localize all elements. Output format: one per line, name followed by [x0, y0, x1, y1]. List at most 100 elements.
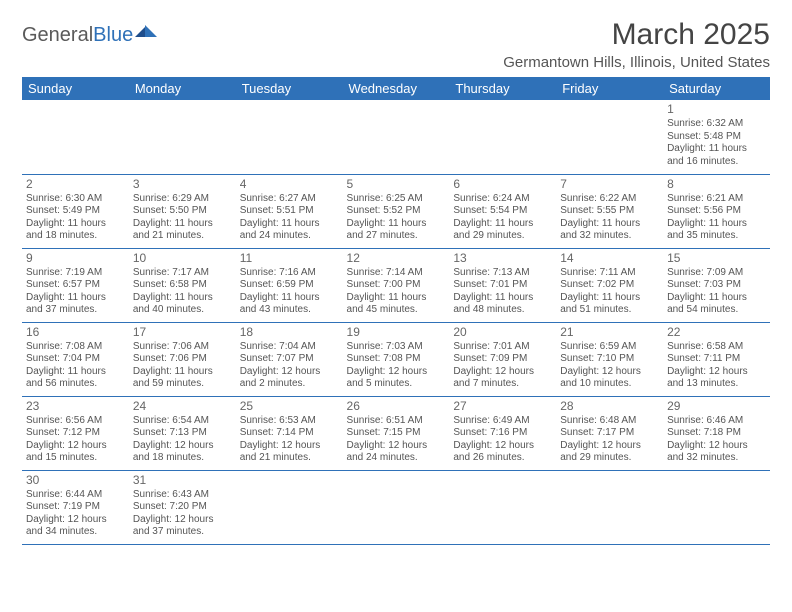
calendar-cell: 13Sunrise: 7:13 AMSunset: 7:01 PMDayligh…: [449, 248, 556, 322]
sunset-line: Sunset: 6:57 PM: [26, 279, 125, 292]
calendar-cell: 31Sunrise: 6:43 AMSunset: 7:20 PMDayligh…: [129, 470, 236, 544]
daylight-line: Daylight: 11 hours: [667, 218, 766, 231]
day-header-row: Sunday Monday Tuesday Wednesday Thursday…: [22, 77, 770, 100]
calendar-week-row: 30Sunrise: 6:44 AMSunset: 7:19 PMDayligh…: [22, 470, 770, 544]
daylight-line: and 24 minutes.: [347, 452, 446, 465]
day-number: 9: [26, 251, 125, 266]
daylight-line: and 13 minutes.: [667, 378, 766, 391]
sunrise-line: Sunrise: 6:27 AM: [240, 193, 339, 206]
daylight-line: and 16 minutes.: [667, 156, 766, 169]
day-number: 19: [347, 325, 446, 340]
calendar-cell: [663, 470, 770, 544]
sunrise-line: Sunrise: 7:19 AM: [26, 267, 125, 280]
sunrise-line: Sunrise: 6:29 AM: [133, 193, 232, 206]
calendar-table: Sunday Monday Tuesday Wednesday Thursday…: [22, 77, 770, 545]
daylight-line: Daylight: 11 hours: [133, 292, 232, 305]
sunset-line: Sunset: 7:15 PM: [347, 427, 446, 440]
daylight-line: Daylight: 11 hours: [453, 218, 552, 231]
calendar-cell: 2Sunrise: 6:30 AMSunset: 5:49 PMDaylight…: [22, 174, 129, 248]
day-number: 2: [26, 177, 125, 192]
sunrise-line: Sunrise: 7:14 AM: [347, 267, 446, 280]
day-number: 24: [133, 399, 232, 414]
daylight-line: Daylight: 11 hours: [240, 218, 339, 231]
sunrise-line: Sunrise: 7:17 AM: [133, 267, 232, 280]
daylight-line: Daylight: 12 hours: [453, 366, 552, 379]
daylight-line: Daylight: 12 hours: [453, 440, 552, 453]
sunset-line: Sunset: 7:16 PM: [453, 427, 552, 440]
calendar-cell: [22, 100, 129, 174]
calendar-cell: 21Sunrise: 6:59 AMSunset: 7:10 PMDayligh…: [556, 322, 663, 396]
sunset-line: Sunset: 7:04 PM: [26, 353, 125, 366]
daylight-line: and 18 minutes.: [26, 230, 125, 243]
calendar-cell: 14Sunrise: 7:11 AMSunset: 7:02 PMDayligh…: [556, 248, 663, 322]
day-number: 15: [667, 251, 766, 266]
calendar-cell: [449, 100, 556, 174]
calendar-cell: 29Sunrise: 6:46 AMSunset: 7:18 PMDayligh…: [663, 396, 770, 470]
sunset-line: Sunset: 5:56 PM: [667, 205, 766, 218]
logo-word-2: Blue: [93, 24, 133, 46]
sunrise-line: Sunrise: 7:08 AM: [26, 341, 125, 354]
logo-word-1: General: [22, 24, 93, 46]
daylight-line: Daylight: 12 hours: [133, 514, 232, 527]
daylight-line: and 56 minutes.: [26, 378, 125, 391]
daylight-line: Daylight: 12 hours: [26, 514, 125, 527]
sunrise-line: Sunrise: 7:03 AM: [347, 341, 446, 354]
calendar-cell: 28Sunrise: 6:48 AMSunset: 7:17 PMDayligh…: [556, 396, 663, 470]
day-number: 30: [26, 473, 125, 488]
day-number: 28: [560, 399, 659, 414]
daylight-line: and 21 minutes.: [240, 452, 339, 465]
sunset-line: Sunset: 5:52 PM: [347, 205, 446, 218]
daylight-line: Daylight: 11 hours: [560, 292, 659, 305]
calendar-cell: 18Sunrise: 7:04 AMSunset: 7:07 PMDayligh…: [236, 322, 343, 396]
sunset-line: Sunset: 5:55 PM: [560, 205, 659, 218]
daylight-line: and 27 minutes.: [347, 230, 446, 243]
daylight-line: Daylight: 12 hours: [667, 440, 766, 453]
sunrise-line: Sunrise: 7:01 AM: [453, 341, 552, 354]
sunrise-line: Sunrise: 6:46 AM: [667, 415, 766, 428]
sunset-line: Sunset: 6:59 PM: [240, 279, 339, 292]
day-number: 16: [26, 325, 125, 340]
calendar-cell: 6Sunrise: 6:24 AMSunset: 5:54 PMDaylight…: [449, 174, 556, 248]
day-number: 13: [453, 251, 552, 266]
sunrise-line: Sunrise: 6:30 AM: [26, 193, 125, 206]
calendar-cell: 8Sunrise: 6:21 AMSunset: 5:56 PMDaylight…: [663, 174, 770, 248]
calendar-cell: 19Sunrise: 7:03 AMSunset: 7:08 PMDayligh…: [343, 322, 450, 396]
day-number: 7: [560, 177, 659, 192]
sunset-line: Sunset: 7:11 PM: [667, 353, 766, 366]
sunset-line: Sunset: 7:08 PM: [347, 353, 446, 366]
daylight-line: and 26 minutes.: [453, 452, 552, 465]
sunrise-line: Sunrise: 6:21 AM: [667, 193, 766, 206]
day-number: 26: [347, 399, 446, 414]
daylight-line: and 35 minutes.: [667, 230, 766, 243]
calendar-cell: 11Sunrise: 7:16 AMSunset: 6:59 PMDayligh…: [236, 248, 343, 322]
daylight-line: and 10 minutes.: [560, 378, 659, 391]
day-number: 8: [667, 177, 766, 192]
sunrise-line: Sunrise: 7:09 AM: [667, 267, 766, 280]
sunset-line: Sunset: 5:51 PM: [240, 205, 339, 218]
daylight-line: Daylight: 12 hours: [347, 366, 446, 379]
daylight-line: and 37 minutes.: [133, 526, 232, 539]
day-header: Thursday: [449, 77, 556, 100]
sunrise-line: Sunrise: 6:24 AM: [453, 193, 552, 206]
day-number: 20: [453, 325, 552, 340]
daylight-line: Daylight: 11 hours: [560, 218, 659, 231]
sunset-line: Sunset: 7:06 PM: [133, 353, 232, 366]
calendar-week-row: 23Sunrise: 6:56 AMSunset: 7:12 PMDayligh…: [22, 396, 770, 470]
daylight-line: and 43 minutes.: [240, 304, 339, 317]
day-number: 1: [667, 102, 766, 117]
daylight-line: Daylight: 11 hours: [667, 143, 766, 156]
day-number: 11: [240, 251, 339, 266]
daylight-line: and 32 minutes.: [560, 230, 659, 243]
daylight-line: and 7 minutes.: [453, 378, 552, 391]
sunset-line: Sunset: 5:50 PM: [133, 205, 232, 218]
day-number: 25: [240, 399, 339, 414]
logo-text: GeneralBlue: [22, 24, 133, 47]
logo-mark-icon: [135, 21, 157, 42]
daylight-line: and 34 minutes.: [26, 526, 125, 539]
sunrise-line: Sunrise: 6:25 AM: [347, 193, 446, 206]
sunrise-line: Sunrise: 7:04 AM: [240, 341, 339, 354]
daylight-line: and 18 minutes.: [133, 452, 232, 465]
daylight-line: and 29 minutes.: [560, 452, 659, 465]
sunrise-line: Sunrise: 6:59 AM: [560, 341, 659, 354]
calendar-cell: [129, 100, 236, 174]
